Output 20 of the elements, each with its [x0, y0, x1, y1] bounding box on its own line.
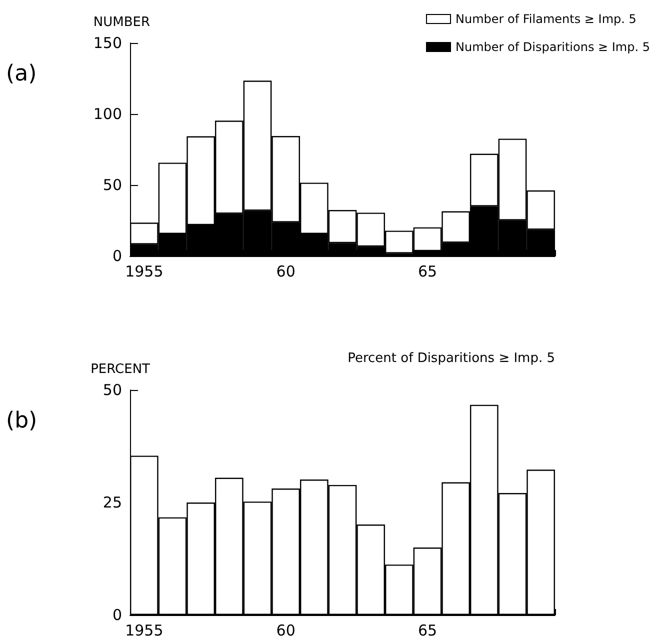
- x-tick-label: 65: [418, 622, 438, 639]
- x-tick-label: 60: [276, 262, 296, 280]
- text: (a): [6, 62, 37, 86]
- x-tick-label: 1955: [125, 262, 164, 280]
- x-tick-label: 1955: [125, 622, 164, 639]
- y-axis-title: PERCENT: [90, 362, 150, 377]
- y-tick-label: 50: [102, 381, 122, 399]
- y-tick-label: 150: [93, 34, 122, 52]
- x-tick-label: 60: [276, 622, 296, 639]
- y-tick-label: 25: [102, 494, 122, 512]
- x-tick-label: 65: [418, 262, 438, 280]
- y-axis-title: NUMBER: [93, 15, 150, 30]
- legend-label: Number of Disparitions ≥ Imp. 5: [456, 40, 650, 54]
- y-tick-label: 100: [93, 105, 122, 123]
- text: Percent of Disparitions ≥ Imp. 5: [348, 351, 556, 366]
- y-tick-label: 0: [112, 606, 122, 624]
- y-tick-label: 50: [102, 176, 122, 194]
- y-tick-label: 0: [112, 247, 122, 265]
- legend-label: Number of Filaments ≥ Imp. 5: [456, 12, 636, 26]
- text: (b): [6, 408, 38, 434]
